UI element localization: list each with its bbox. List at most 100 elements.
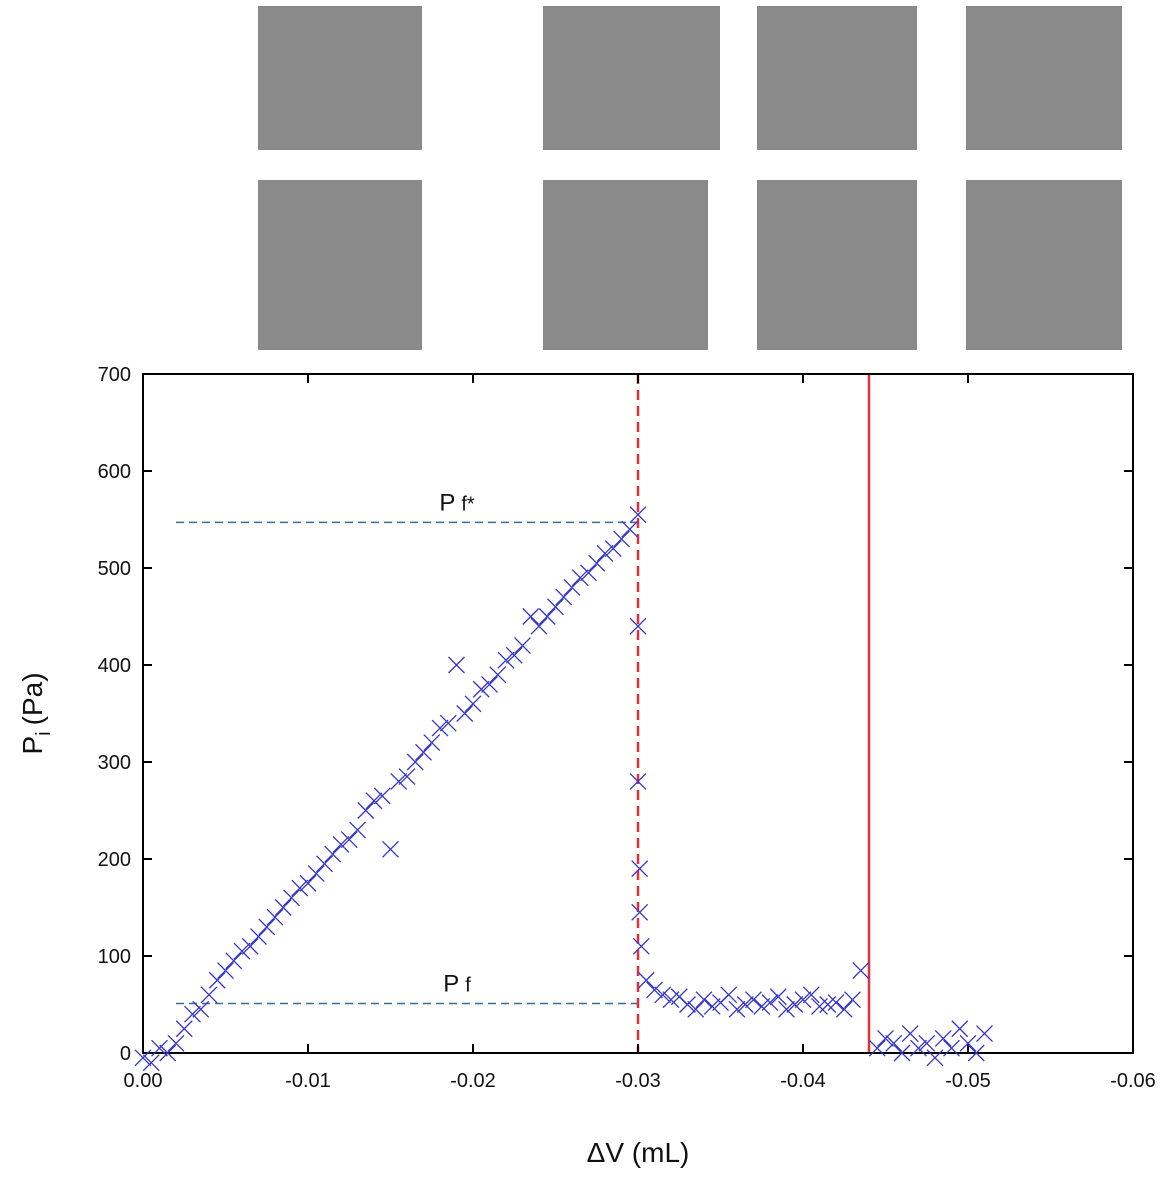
data-point [291,879,309,897]
data-point [786,996,804,1013]
y-axis-label-unit: (Pa) [17,672,48,725]
x-tick-label: -0.03 [615,1070,661,1092]
data-point [629,772,647,790]
y-axis-label-main: P [17,736,48,755]
data-point [555,588,573,606]
data-point [406,753,424,771]
y-tick-label: 200 [98,849,131,871]
data-point [967,1044,985,1062]
data-point [695,991,713,1009]
data-point [233,942,251,960]
data-point [802,986,820,1004]
photo [543,6,720,150]
data-point [258,918,276,936]
y-tick-label: 400 [98,655,131,677]
data-point [225,952,243,970]
data-point [631,860,649,878]
data-point [563,578,581,596]
data-point [472,680,490,698]
data-point [398,768,416,786]
data-point [596,544,614,562]
photo [966,6,1122,150]
data-point [514,637,531,655]
data-point [580,564,597,582]
data-point [382,840,399,858]
annotation-main: P [443,971,459,998]
data-point [885,1034,903,1052]
data-point [646,981,663,999]
data-point [340,831,358,849]
data-point [332,835,350,853]
data-point [877,1029,894,1047]
data-point [481,675,498,693]
data-point [266,908,284,926]
data-point [720,986,738,1004]
y-tick-label: 700 [98,364,131,386]
x-tick-label: 0.00 [124,1070,163,1092]
data-point [142,1054,160,1072]
annotation-subscript: f* [461,493,475,515]
data-point [365,792,383,810]
data-point [934,1029,952,1047]
data-point [283,889,300,907]
data-point [505,646,523,664]
photo [757,6,917,150]
data-point [629,617,647,635]
data-point [208,971,226,989]
data-point [217,962,234,980]
data-point [844,991,861,1009]
data-point [349,821,366,839]
data-point [852,962,870,980]
photo [543,180,708,350]
data-point [753,997,771,1015]
data-point [274,899,292,916]
data-point [621,520,639,538]
data-point [307,865,325,883]
photo [258,6,422,150]
data-point [423,734,441,752]
data-point [415,743,432,761]
data-point [373,787,391,805]
data-point [134,1049,152,1067]
y-axis-label-subscript: i [33,731,55,735]
data-point [918,1034,936,1052]
data-point [464,695,482,713]
data-point [769,988,787,1006]
data-point [926,1049,944,1067]
data-point [547,598,564,616]
data-point [530,617,548,635]
photo [757,180,917,350]
data-point [299,874,317,892]
data-point [794,991,812,1009]
data-point [632,937,650,955]
data-point [357,802,375,819]
data-point [761,994,779,1012]
data-point [910,1039,927,1057]
data-point [654,986,672,1004]
x-tick-label: -0.01 [285,1070,331,1092]
data-point [456,705,474,722]
data-point [613,530,630,548]
data-point [151,1039,168,1057]
x-tick-label: -0.02 [450,1070,496,1092]
x-tick-label: -0.04 [780,1070,826,1092]
data-point [159,1044,177,1062]
y-tick-label: 600 [98,461,131,483]
data-point [679,996,696,1013]
data-point [439,714,457,732]
y-tick-label: 300 [98,752,131,774]
data-point [184,1005,201,1023]
data-point [687,1000,705,1018]
data-point [588,554,606,572]
data-point [241,937,259,955]
annotation-subscript: f [465,975,471,997]
data-point [448,656,465,674]
photos [258,6,1122,350]
data-point [736,996,754,1013]
photo [258,180,422,350]
data-point [745,991,762,1009]
data-point [431,719,449,737]
